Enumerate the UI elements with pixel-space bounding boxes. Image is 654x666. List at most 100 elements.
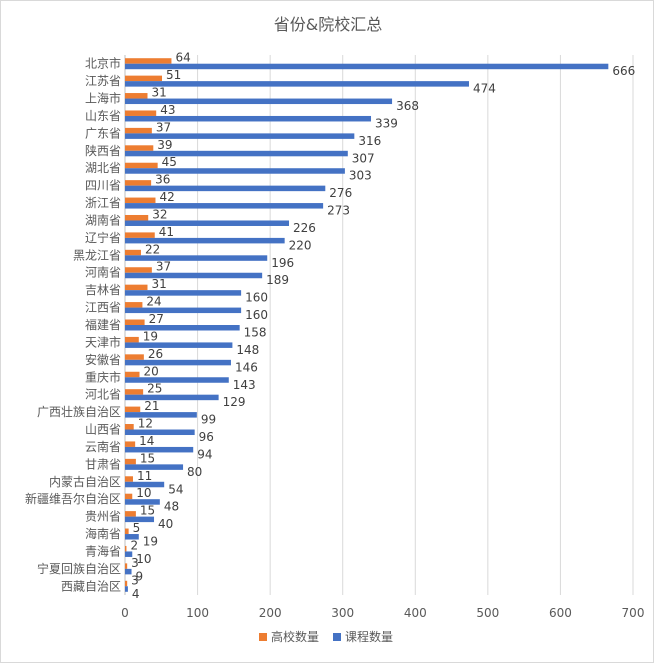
bar-courses [125,150,348,157]
data-label: 37 [156,120,171,134]
y-tick-label: 宁夏回族自治区 [37,561,121,576]
bar-courses [125,481,165,488]
bar-schools [125,458,136,465]
bar-courses [125,342,233,348]
bar-schools [125,493,133,500]
x-tick-label: 600 [549,606,572,620]
data-label: 45 [162,155,177,169]
x-tick-label: 500 [476,606,499,620]
bar-courses [125,203,324,209]
bar-courses [125,98,393,105]
bar-schools [125,267,152,273]
data-label: 96 [199,430,214,444]
y-tick-label: 上海市 [85,91,121,106]
bar-courses [125,568,132,575]
data-label: 11 [137,469,152,483]
y-tick-label: 天津市 [85,334,121,349]
data-label: 316 [358,134,381,148]
bar-schools [125,319,145,325]
bar-schools [125,249,141,256]
data-label: 666 [612,64,635,78]
bar-schools [125,424,134,430]
bar-schools [125,371,140,378]
data-label: 273 [327,204,350,218]
data-label: 31 [151,277,166,291]
bar-schools [125,563,128,569]
bar-courses [125,220,290,226]
bar-schools [125,162,158,169]
bar-courses [125,272,263,279]
data-label: 3 [131,556,139,570]
bar-schools [125,93,148,99]
x-tick-label: 700 [622,606,645,620]
bar-schools [125,476,133,482]
data-label: 48 [164,500,179,514]
data-label: 196 [271,256,294,270]
data-label: 22 [145,242,160,256]
y-tick-label: 山东省 [85,109,121,123]
data-label: 21 [144,399,159,413]
y-tick-label: 湖北省 [85,160,121,175]
y-tick-label: 北京市 [85,56,121,71]
data-label: 43 [160,103,175,117]
bar-schools [125,232,155,238]
bar-courses [125,446,194,453]
bar-schools [125,180,152,186]
bar-schools [125,389,144,395]
bar-schools [125,58,172,64]
y-tick-label: 浙江省 [85,196,121,210]
data-label: 146 [235,360,258,374]
bar-schools [125,354,144,360]
bar-schools [125,127,152,134]
data-label: 40 [158,517,173,531]
legend-label: 高校数量 [271,629,319,644]
data-label: 307 [352,151,375,165]
x-tick-label: 100 [186,606,209,620]
bar-courses [125,325,240,331]
data-label: 160 [245,308,268,322]
bar-schools [125,110,157,116]
bar-courses [125,307,242,314]
bar-schools [125,197,156,204]
bar-courses [125,185,326,192]
data-label: 37 [156,260,171,274]
data-label: 20 [144,364,159,378]
data-label: 158 [244,326,267,340]
y-tick-label: 河北省 [85,388,121,402]
data-label: 160 [245,291,268,305]
y-tick-label: 广东省 [85,126,121,140]
y-tick-label: 四川省 [85,179,121,193]
bar-courses [125,412,197,418]
x-tick-label: 300 [331,606,354,620]
legend-swatch [333,633,341,641]
bar-courses [125,464,184,470]
x-tick-label: 200 [259,606,282,620]
y-tick-label: 山西省 [85,423,121,437]
y-tick-label: 辽宁省 [85,230,121,245]
bar-schools [125,528,129,535]
data-label: 19 [143,535,158,549]
y-tick-label: 安徽省 [85,352,121,367]
bar-courses [125,516,155,523]
y-tick-label: 江西省 [85,301,121,315]
data-label: 148 [236,343,259,357]
data-label: 25 [147,382,162,396]
bar-courses [125,63,609,70]
bar-courses [125,290,242,296]
bar-schools [125,580,128,587]
data-label: 14 [139,434,154,448]
data-label: 31 [151,86,166,100]
bar-schools [125,545,127,552]
legend-label: 课程数量 [345,629,393,644]
bar-courses [125,551,133,557]
data-label: 129 [223,395,246,409]
data-label: 474 [473,82,496,96]
bar-schools [125,511,136,517]
y-tick-label: 贵州省 [85,510,121,524]
y-tick-label: 陕西省 [85,143,121,158]
data-label: 41 [159,225,174,239]
bar-courses [125,133,355,139]
bar-courses [125,586,128,592]
x-tick-label: 400 [404,606,427,620]
